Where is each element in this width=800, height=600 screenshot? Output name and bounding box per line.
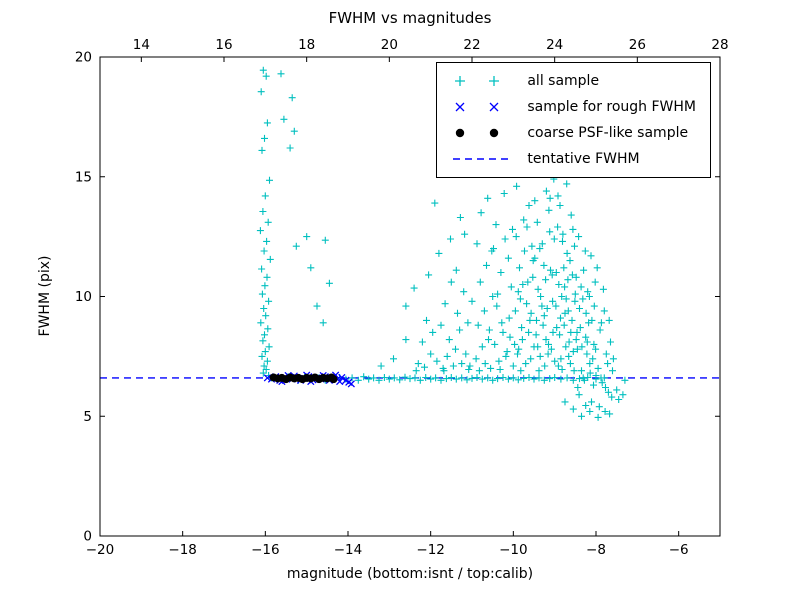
svg-text:14: 14: [133, 37, 150, 53]
svg-text:20: 20: [381, 37, 398, 53]
legend-item-tentative-fwhm: tentative FWHM: [451, 150, 696, 168]
x-marker-icon: [451, 98, 515, 116]
svg-text:−18: −18: [168, 542, 197, 558]
svg-text:24: 24: [546, 37, 563, 53]
svg-text:−12: −12: [416, 542, 445, 558]
svg-text:15: 15: [75, 169, 92, 185]
svg-text:18: 18: [298, 37, 315, 53]
svg-text:16: 16: [215, 37, 232, 53]
svg-text:−16: −16: [251, 542, 280, 558]
svg-text:28: 28: [711, 37, 728, 53]
legend-label: coarse PSF-like sample: [527, 125, 689, 141]
svg-text:−14: −14: [334, 542, 363, 558]
legend-item-coarse-psf: coarse PSF-like sample: [451, 124, 696, 142]
plus-marker-icon: [451, 72, 515, 90]
svg-text:−10: −10: [499, 542, 528, 558]
chart-title: FWHM vs magnitudes: [328, 9, 492, 27]
dot-marker-icon: [451, 124, 515, 142]
svg-text:22: 22: [463, 37, 480, 53]
legend-label: all sample: [527, 73, 600, 89]
svg-text:20: 20: [75, 50, 92, 66]
svg-text:−8: −8: [586, 542, 606, 558]
legend: all sample sample for rough FWHM coarse …: [436, 62, 711, 178]
svg-text:5: 5: [83, 409, 92, 425]
legend-label: tentative FWHM: [527, 151, 640, 167]
legend-item-all-sample: all sample: [451, 72, 696, 90]
legend-label: sample for rough FWHM: [527, 99, 696, 115]
svg-text:10: 10: [75, 289, 92, 305]
svg-text:26: 26: [629, 37, 646, 53]
y-axis-label: FWHM (pix): [37, 255, 53, 337]
legend-item-rough-fwhm: sample for rough FWHM: [451, 98, 696, 116]
dashed-line-icon: [451, 150, 515, 168]
svg-text:−20: −20: [86, 542, 115, 558]
svg-text:−6: −6: [669, 542, 689, 558]
x-axis-label: magnitude (bottom:isnt / top:calib): [286, 566, 534, 582]
svg-text:0: 0: [83, 529, 92, 545]
